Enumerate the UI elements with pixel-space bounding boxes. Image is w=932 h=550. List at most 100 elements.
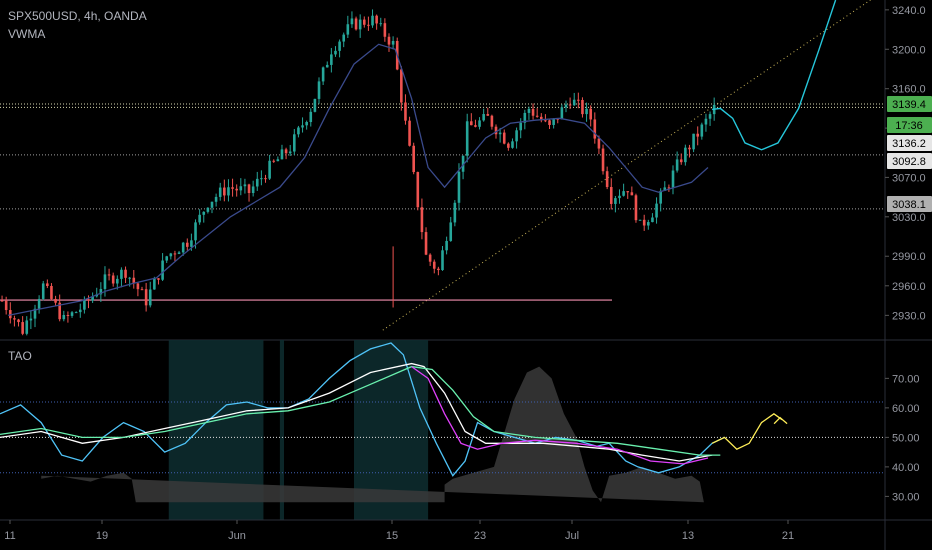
candle-body [37, 298, 41, 309]
candle-body [227, 187, 230, 196]
candle-body [169, 253, 173, 257]
candle-body [91, 296, 94, 301]
oscillator-axis[interactable]: 70.00 60.00 50.00 40.00 30.00 [885, 373, 920, 503]
candle-body [618, 195, 621, 199]
candle-body [692, 133, 695, 150]
candle-body [585, 108, 588, 115]
candle-body [416, 172, 420, 208]
candle-body [663, 187, 667, 191]
price-tick-label: 3160.0 [892, 84, 926, 96]
candle-body [116, 278, 119, 284]
price-badge-countdown [887, 117, 932, 133]
price-badge-level [887, 135, 932, 151]
candle-body [111, 275, 115, 284]
shaded-region [279, 340, 285, 520]
candle-body [350, 18, 354, 25]
candle-body [321, 67, 325, 82]
candle-body [684, 147, 687, 163]
oscillator-pane[interactable] [0, 340, 885, 520]
price-tick-label: 3070.0 [892, 172, 926, 184]
candle-body [70, 312, 74, 316]
candle-body [441, 250, 444, 271]
symbol-title[interactable]: SPX500USD, 4h, OANDA [8, 9, 147, 23]
candle-body [375, 15, 378, 24]
candle-body [50, 285, 53, 299]
candle-body [470, 121, 473, 126]
indicator-label-vwma[interactable]: VWMA [8, 27, 46, 41]
price-badge-level [887, 153, 932, 169]
candle-body [507, 143, 510, 148]
price-badge-text: 3136.2 [892, 138, 926, 150]
time-tick-label: 11 [4, 530, 15, 542]
candle-body [461, 155, 465, 172]
candle-body [268, 160, 271, 179]
price-pane[interactable] [0, 0, 885, 336]
candle-body [301, 125, 304, 128]
candle-body [564, 104, 568, 108]
candle-body [17, 319, 20, 323]
candle-body [548, 120, 551, 125]
candle-body [313, 98, 317, 112]
candle-body [358, 19, 362, 30]
time-tick-label: 13 [682, 530, 694, 542]
candle-body [25, 320, 29, 334]
candle-body [453, 202, 457, 223]
oscillator-tick-label: 70.00 [892, 373, 920, 385]
price-axis[interactable]: 3240.03200.03160.03120.03070.03030.02990… [885, 5, 926, 323]
histogram-area [41, 366, 704, 503]
candle-body [272, 160, 276, 162]
candle-body [457, 171, 461, 203]
candle-body [490, 115, 494, 127]
vwma-line [8, 43, 709, 317]
candle-body [626, 191, 630, 193]
candle-body [103, 274, 107, 289]
candle-body [206, 207, 210, 212]
price-tick-label: 3200.0 [892, 44, 926, 56]
oscillator-series-magenta [411, 366, 709, 465]
candle-body [235, 188, 238, 191]
candle-body [671, 170, 675, 188]
candle-body [247, 184, 251, 193]
candle-body [502, 132, 506, 144]
candle-body [148, 289, 152, 306]
candle-body [0, 300, 4, 302]
candle-body [87, 299, 90, 301]
candle-body [424, 232, 428, 255]
price-badge-text: 3038.1 [892, 199, 926, 211]
candle-body [255, 178, 259, 187]
candle-body [609, 186, 613, 204]
candle-body [338, 41, 341, 51]
candle-body [568, 104, 572, 106]
candle-body [552, 118, 555, 125]
candle-body [498, 132, 502, 135]
candle-body [704, 118, 708, 125]
candle-body [614, 198, 617, 204]
candle-body [136, 283, 140, 290]
candle-body [367, 24, 370, 26]
candle-body [243, 184, 247, 187]
candle-body [140, 289, 144, 291]
candle-body [293, 134, 296, 152]
candle-body [198, 214, 201, 223]
oscillator-series-cyan [0, 342, 725, 477]
candle-body [177, 252, 181, 255]
candle-body [334, 50, 337, 55]
candle-body [54, 298, 57, 303]
candle-body [83, 299, 86, 310]
candle-body [325, 64, 329, 68]
candle-body [474, 125, 477, 127]
candle-body [688, 147, 691, 150]
price-badge-text: 3139.4 [892, 99, 926, 111]
candle-body [288, 151, 292, 154]
candle-body [515, 130, 518, 142]
indicator-label-tao[interactable]: TAO [8, 349, 32, 363]
candle-body [8, 310, 12, 319]
candle-body [556, 118, 560, 120]
candle-body [330, 54, 333, 65]
time-axis[interactable]: 11 19 Jun 15 23 Jul 13 21 [4, 520, 794, 542]
candle-body [383, 23, 387, 37]
projection-arrow-head [773, 416, 788, 425]
candle-body [239, 186, 243, 191]
candle-body [4, 300, 8, 311]
